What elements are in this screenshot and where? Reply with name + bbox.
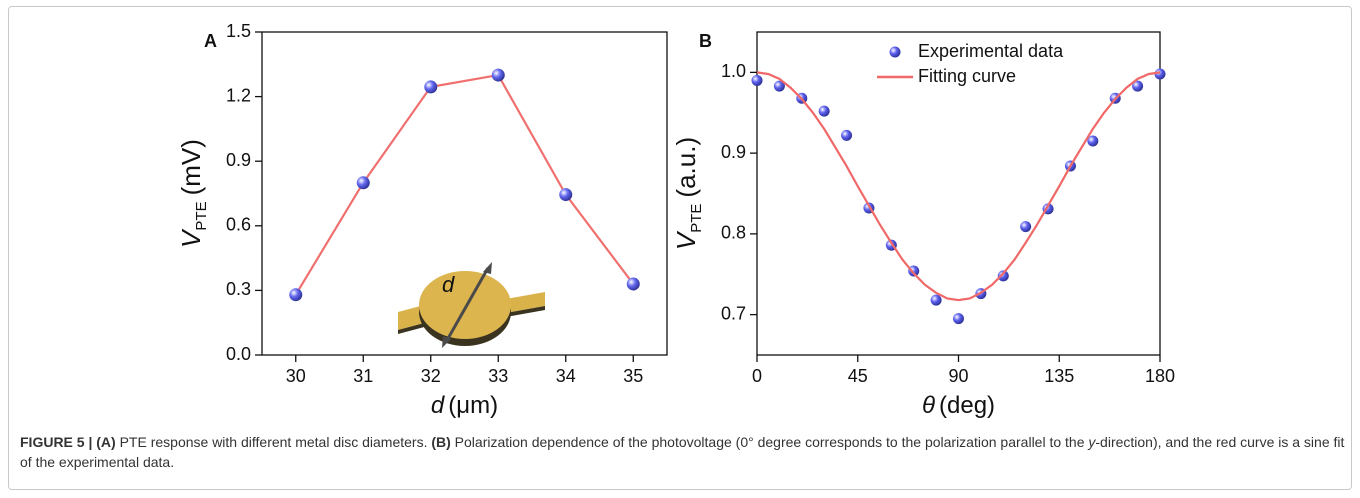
x-tick-label: 90 xyxy=(948,366,968,386)
caption-italic: y xyxy=(1088,434,1096,450)
data-point xyxy=(1154,68,1166,80)
data-point xyxy=(356,176,370,190)
x-tick-label: 0 xyxy=(752,366,762,386)
x-label-symbol: θ xyxy=(922,392,935,419)
data-point xyxy=(997,270,1009,282)
x-label-unit: (μm) xyxy=(448,392,498,419)
caption-text: PTE response with different metal disc d… xyxy=(115,434,432,450)
data-point xyxy=(1132,80,1144,92)
data-point xyxy=(289,288,303,302)
x-tick-label: 180 xyxy=(1145,366,1175,386)
y-axis-label: VPTE (mV) xyxy=(176,139,210,248)
data-point xyxy=(424,80,438,94)
data-point xyxy=(1020,221,1032,233)
data-point xyxy=(930,294,942,306)
data-point xyxy=(626,277,640,291)
data-point xyxy=(818,105,830,117)
y-tick-label: 1.2 xyxy=(226,85,251,105)
caption-text: Polarization dependence of the photovolt… xyxy=(450,434,1089,450)
x-axis-label: d (μm) xyxy=(431,392,498,419)
x-label-symbol: d xyxy=(431,392,445,419)
legend-label: Experimental data xyxy=(918,41,1064,61)
x-tick-label: 30 xyxy=(286,366,306,386)
x-tick-label: 33 xyxy=(488,366,508,386)
data-point xyxy=(751,74,763,86)
x-axis-label: θ (deg) xyxy=(922,392,995,419)
figure-frame xyxy=(8,6,1352,490)
y-label-unit: (mV) xyxy=(176,139,206,195)
x-tick-label: 35 xyxy=(623,366,643,386)
x-tick-label: 45 xyxy=(848,366,868,386)
y-tick-label: 0.7 xyxy=(721,303,746,323)
data-point xyxy=(953,313,964,325)
panel-label: A xyxy=(204,31,217,51)
caption-b-label: (B) xyxy=(431,434,451,450)
data-line xyxy=(756,71,1161,302)
y-tick-label: 0.0 xyxy=(226,344,251,364)
y-tick-label: 0.6 xyxy=(226,215,251,235)
y-label-subscript: PTE xyxy=(688,204,705,233)
data-line xyxy=(294,73,635,296)
plot-frame xyxy=(261,31,668,356)
y-tick-label: 0.9 xyxy=(721,142,746,162)
x-tick-label: 34 xyxy=(556,366,576,386)
data-point xyxy=(559,188,573,202)
y-label-symbol: V xyxy=(671,230,701,250)
caption-text: -direction), and the red curve is a sine… xyxy=(20,434,1345,470)
inset-disc: d xyxy=(398,262,545,348)
caption: FIGURE 5 | (A) PTE response with differe… xyxy=(20,432,1345,472)
figure: d A30 31 32 33 34 350.00.30.60.91.21.5d (μm)VP… xyxy=(176,21,1175,420)
y-tick-label: 0.9 xyxy=(226,150,251,170)
y-label-symbol: V xyxy=(176,228,206,248)
caption-figure: FIGURE 5 | xyxy=(20,434,97,450)
panel-label: B xyxy=(699,31,712,51)
caption-a-label: (A) xyxy=(96,434,116,450)
x-tick-label: 135 xyxy=(1044,366,1074,386)
x-tick-label: 32 xyxy=(421,366,441,386)
data-point xyxy=(908,265,920,277)
y-tick-label: 0.3 xyxy=(226,279,251,299)
y-axis-label: VPTE (a.u.) xyxy=(671,137,705,250)
inset-label: d xyxy=(442,272,455,297)
y-label-unit: (a.u.) xyxy=(671,137,701,198)
x-label-unit: (deg) xyxy=(939,392,995,419)
y-label-subscript: PTE xyxy=(193,201,210,230)
data-point xyxy=(1087,135,1099,147)
data-point xyxy=(491,68,505,82)
data-point xyxy=(841,129,853,141)
y-tick-label: 0.8 xyxy=(721,223,746,243)
y-tick-label: 1.5 xyxy=(226,21,251,41)
legend-label: Fitting curve xyxy=(918,66,1016,86)
x-tick-label: 31 xyxy=(353,366,373,386)
legend-swatch xyxy=(889,46,901,58)
y-tick-label: 1.0 xyxy=(721,61,746,81)
data-point xyxy=(773,80,785,92)
